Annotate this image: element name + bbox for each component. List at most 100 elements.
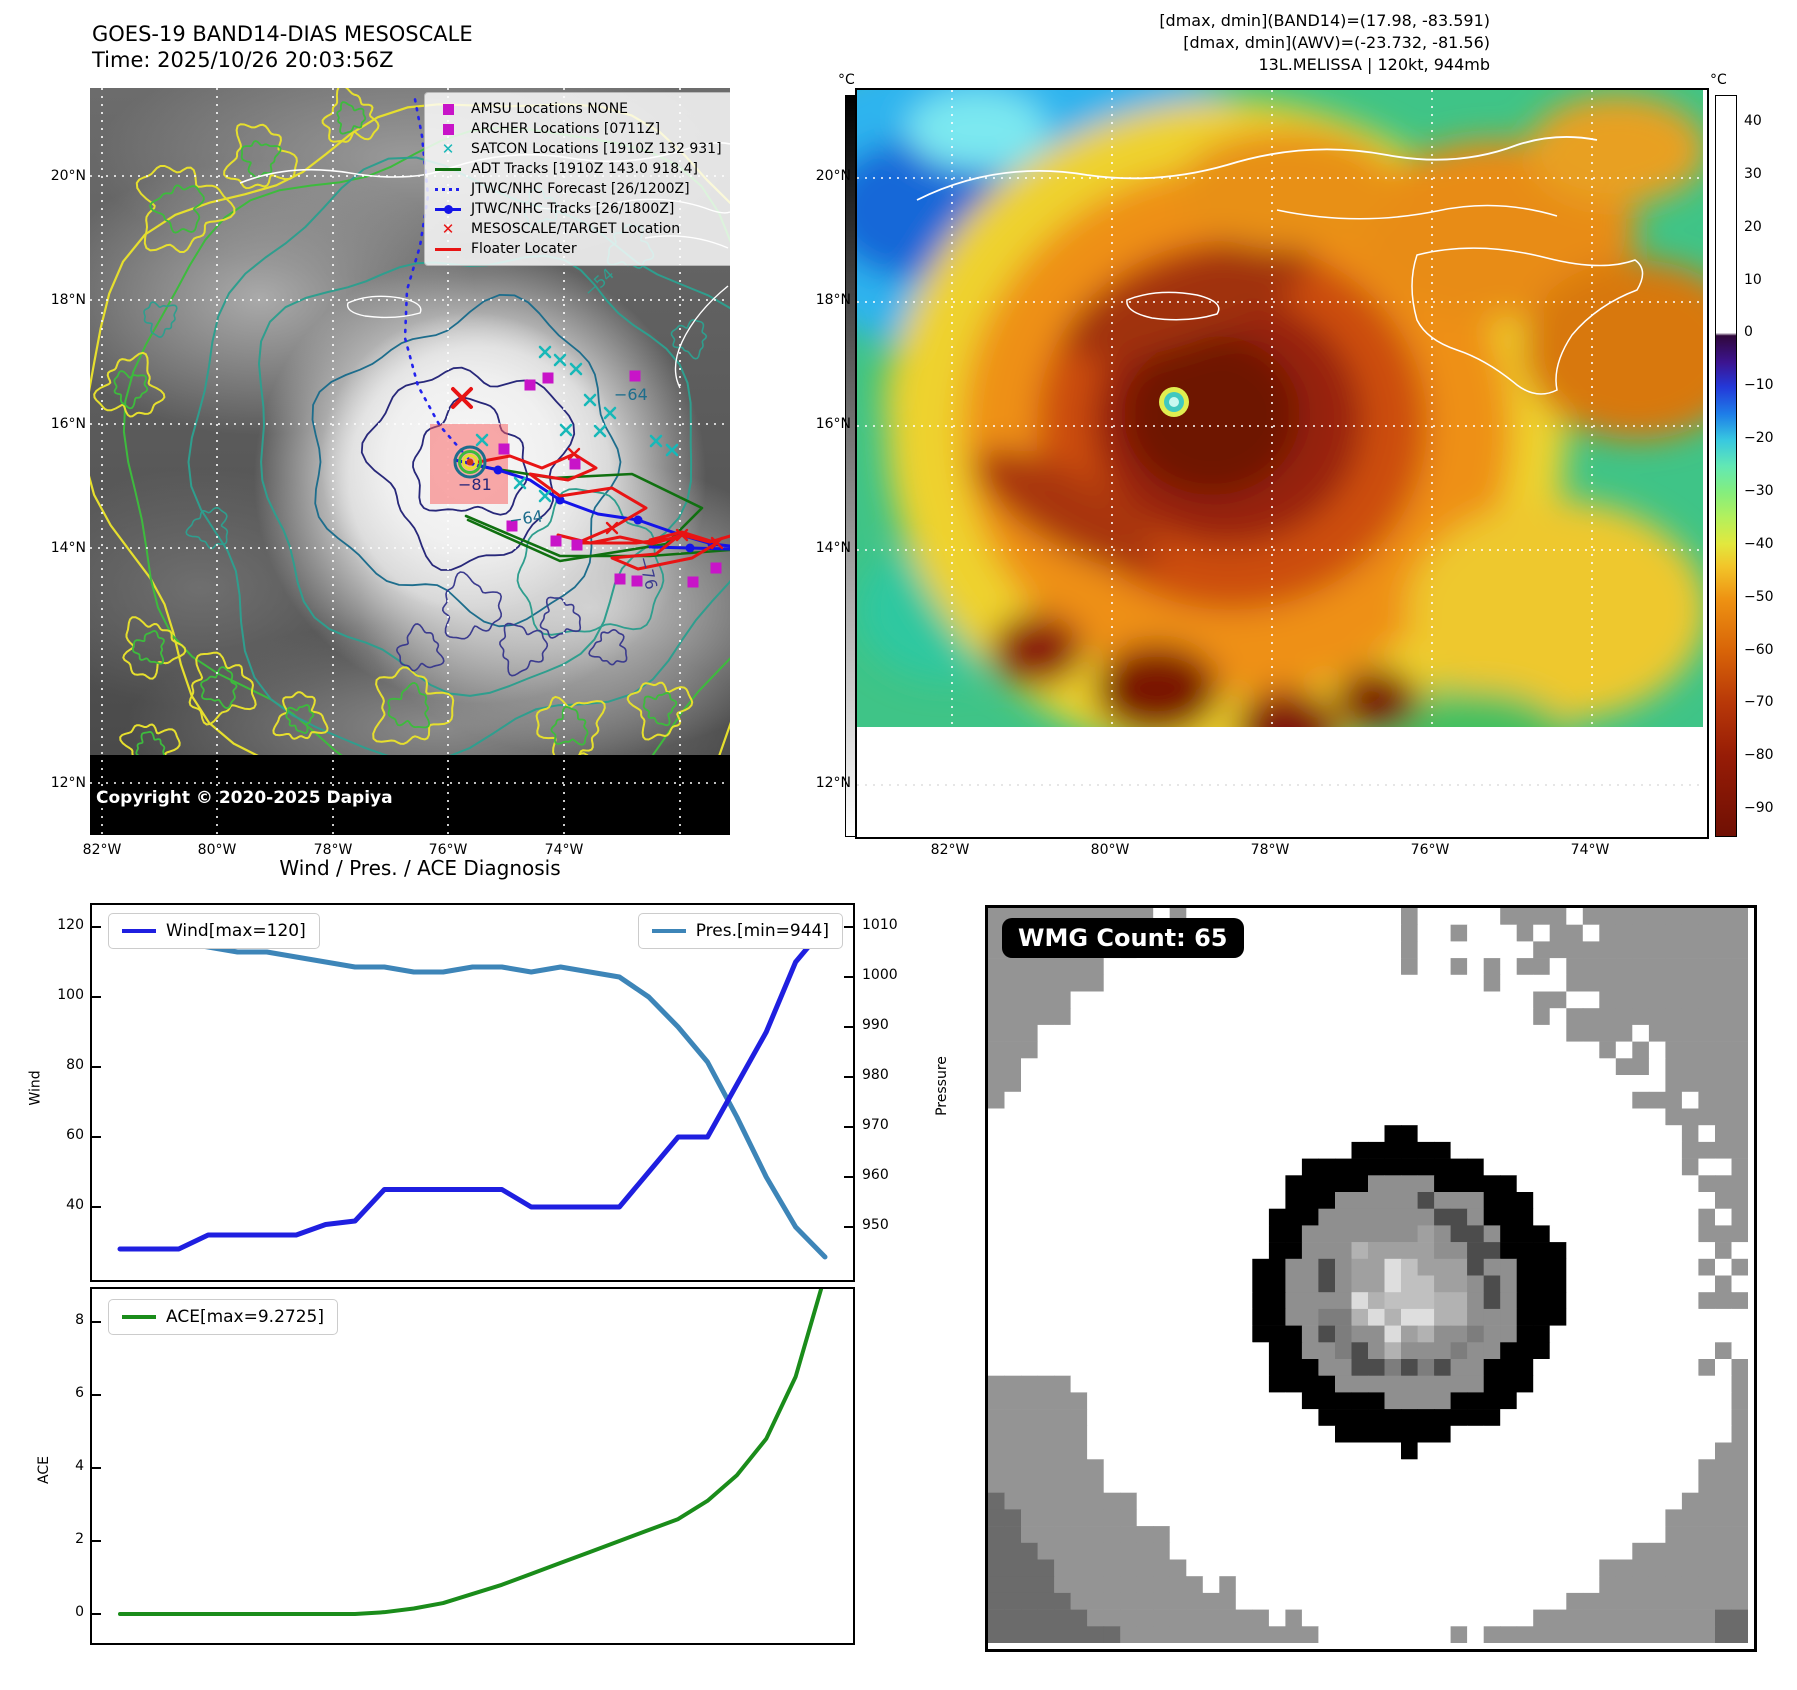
legend-item: AMSU Locations NONE [433, 99, 730, 119]
awv-cbar-tick: −20 [1744, 430, 1774, 447]
awv-x-tick: 74°W [1570, 842, 1610, 858]
awv-header-dmax-awv: [dmax, dmin](AWV)=(-23.732, -81.56) [1183, 33, 1490, 52]
legend-item: Floater Locater [433, 239, 730, 259]
x-marker-icon: ✕ [441, 220, 455, 238]
awv-cbar-tick: 0 [1744, 324, 1753, 341]
legend-item-label: AMSU Locations NONE [471, 101, 629, 117]
band14-title: GOES-19 BAND14-DIAS MESOSCALE [92, 22, 473, 46]
awv-colorbar [1715, 95, 1737, 837]
pressure-line-icon [651, 929, 686, 933]
contour-label: −64 [614, 385, 648, 404]
awv-x-tick: 82°W [930, 842, 970, 858]
copyright-text: Copyright © 2020-2025 Dapiya [96, 788, 393, 808]
band14-x-tick: 76°W [428, 842, 468, 858]
awv-cbar-tick: −30 [1744, 483, 1774, 500]
wmg-panel: WMG Count: 65 [985, 905, 1757, 1652]
awv-header-dmax-band14: [dmax, dmin](BAND14)=(17.98, -83.591) [1159, 11, 1490, 30]
awv-cbar-tick: 10 [1744, 271, 1762, 288]
ace-legend-label: ACE[max=9.2725] [166, 1307, 324, 1327]
wind-legend: Wind[max=120] [108, 913, 320, 949]
awv-colorbar-unit: °C [1710, 72, 1727, 88]
legend-item-label: ADT Tracks [1910Z 143.0 918.4] [471, 161, 698, 177]
wind-pressure-plot [92, 924, 853, 1260]
legend-item: JTWC/NHC Tracks [26/1800Z] [433, 199, 730, 219]
band14-y-tick: 16°N [50, 416, 86, 432]
legend-item: ✕ SATCON Locations [1910Z 132 931] [433, 139, 730, 159]
band14-colorbar-unit: °C [838, 72, 855, 88]
awv-cbar-tick: 20 [1744, 218, 1762, 235]
band14-y-tick: 14°N [50, 540, 86, 556]
wind-line-icon [122, 929, 156, 933]
legend-item-label: SATCON Locations [1910Z 132 931] [471, 141, 722, 157]
band14-x-tick: 74°W [544, 842, 584, 858]
ace-tick: 6 [75, 1385, 84, 1401]
awv-cbar-tick: −60 [1744, 641, 1774, 658]
legend-item: ✕ MESOSCALE/TARGET Location [433, 219, 730, 239]
wind-tick: 60 [66, 1127, 84, 1143]
legend-item-label: JTWC/NHC Forecast [26/1200Z] [471, 181, 690, 197]
band14-y-tick: 20°N [50, 168, 86, 184]
wind-pressure-chart: Wind[max=120] Pres.[min=944] [90, 903, 855, 1282]
band14-x-tick: 80°W [197, 842, 237, 858]
awv-map-panel [855, 88, 1709, 839]
awv-cbar-tick: −90 [1744, 800, 1774, 817]
awv-x-tick: 76°W [1410, 842, 1450, 858]
ace-tick: 2 [75, 1531, 84, 1547]
awv-header: [dmax, dmin](BAND14)=(17.98, -83.591) [d… [1159, 10, 1490, 76]
ace-plot [92, 1289, 824, 1616]
awv-cbar-tick: −50 [1744, 588, 1774, 605]
linedot-marker-icon [433, 204, 463, 214]
contour-label: −81 [458, 475, 492, 494]
band14-y-tick: 18°N [50, 292, 86, 308]
line-marker-icon [433, 247, 463, 251]
band14-y-tick: 12°N [50, 775, 86, 791]
wmg-pixel-image [988, 908, 1748, 1643]
wind-axis-label: Wind [27, 1070, 44, 1106]
legend-item-label: MESOSCALE/TARGET Location [471, 221, 681, 237]
square-marker-icon [433, 123, 463, 135]
awv-x-tick: 78°W [1250, 842, 1290, 858]
ace-line-icon [122, 1315, 156, 1319]
wind-legend-label: Wind[max=120] [166, 921, 306, 941]
awv-cbar-tick: 40 [1744, 113, 1762, 129]
awv-cbar-tick: −80 [1744, 747, 1774, 764]
legend-item-label: Floater Locater [471, 241, 577, 257]
line-marker-icon [433, 167, 463, 171]
wind-tick: 40 [66, 1197, 84, 1213]
contour-label: −64 [508, 506, 544, 530]
legend-item: ARCHER Locations [0711Z] [433, 119, 730, 139]
awv-y-tick: 18°N [815, 292, 851, 308]
awv-satellite-image [857, 90, 1703, 833]
band14-time: Time: 2025/10/26 20:03:56Z [92, 48, 394, 72]
legend-item-label: ARCHER Locations [0711Z] [471, 121, 661, 137]
square-marker-icon [433, 103, 463, 115]
awv-y-tick: 14°N [815, 540, 851, 556]
band14-x-tick: 78°W [313, 842, 353, 858]
wind-tick: 120 [57, 917, 84, 933]
awv-y-tick: 20°N [815, 168, 851, 184]
legend-item: ADT Tracks [1910Z 143.0 918.4] [433, 159, 730, 179]
awv-cbar-tick: 30 [1744, 165, 1762, 182]
band14-x-tick: 82°W [82, 842, 122, 858]
pressure-tick: 990 [862, 1017, 889, 1033]
pressure-axis-label: Pressure [933, 1056, 950, 1116]
pressure-legend-label: Pres.[min=944] [695, 921, 829, 941]
ace-tick: 4 [75, 1458, 84, 1474]
wind-tick: 80 [66, 1057, 84, 1073]
wmg-count-badge: WMG Count: 65 [1002, 918, 1244, 958]
contour-label: −54 [580, 264, 618, 301]
pressure-tick: 980 [862, 1067, 889, 1083]
band14-map-panel: −54 −64 −81 −64 −76 AMSU Locations NONE ARCHE… [90, 88, 730, 835]
awv-cbar-tick: −70 [1744, 694, 1774, 711]
storm-status: 13L.MELISSA | 120kt, 944mb [1258, 55, 1490, 74]
pressure-tick: 960 [862, 1167, 889, 1183]
pressure-tick: 1000 [862, 967, 898, 983]
wind-tick: 100 [57, 987, 84, 1003]
legend-item: JTWC/NHC Forecast [26/1200Z] [433, 179, 730, 199]
pressure-legend: Pres.[min=944] [637, 913, 843, 949]
awv-cbar-tick: −40 [1744, 535, 1774, 552]
awv-y-tick: 16°N [815, 416, 851, 432]
diagnosis-title: Wind / Pres. / ACE Diagnosis [279, 856, 561, 880]
awv-cbar-tick: −10 [1744, 377, 1774, 394]
